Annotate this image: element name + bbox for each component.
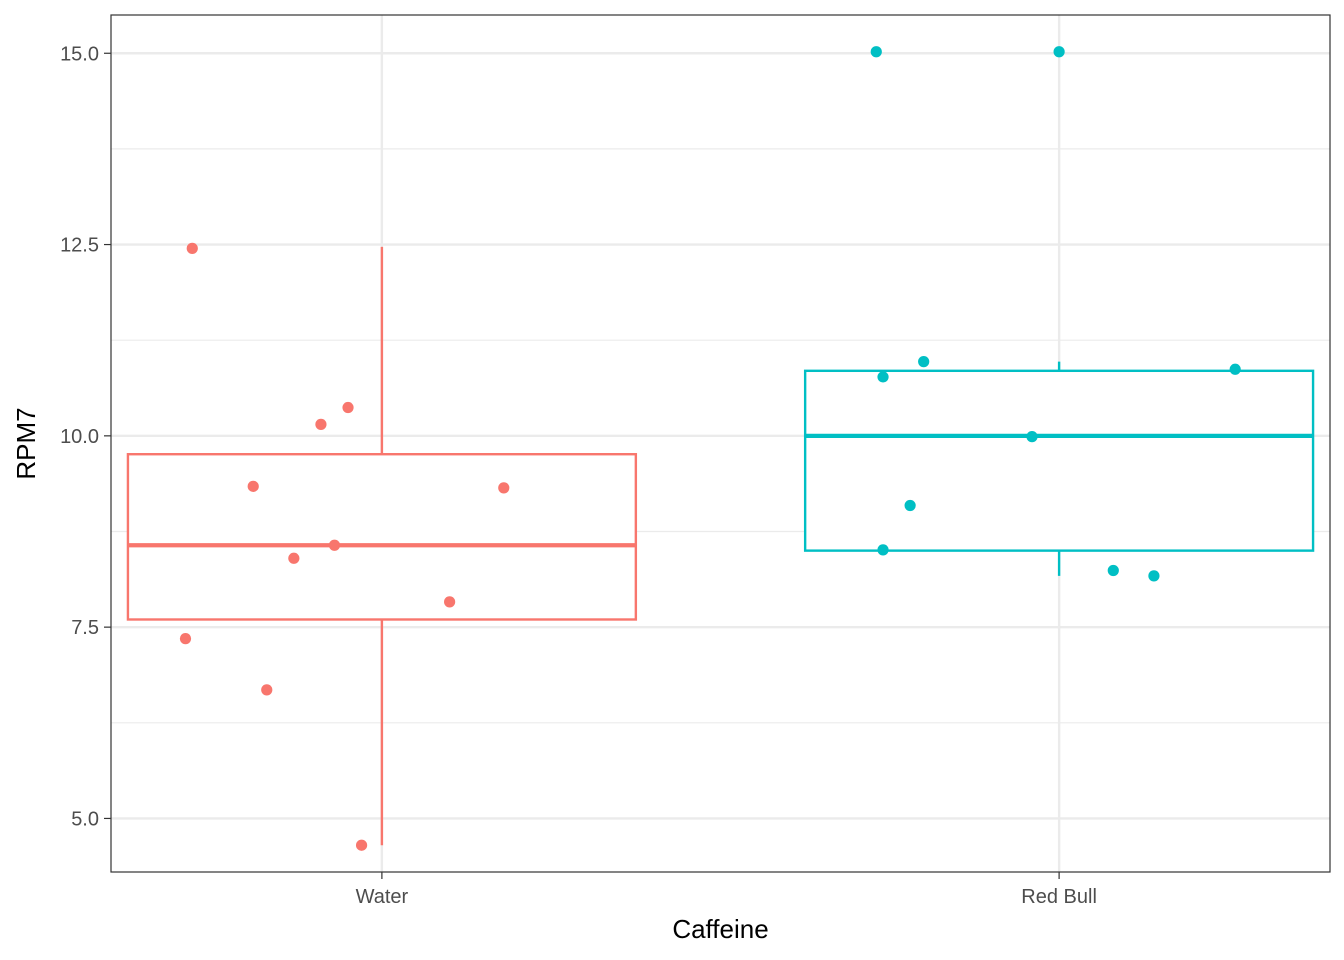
data-point xyxy=(328,539,341,551)
data-point xyxy=(261,684,273,696)
y-tick-label: 5.0 xyxy=(71,808,99,830)
data-point xyxy=(877,544,889,556)
x-axis-title: Caffeine xyxy=(672,914,768,944)
y-tick-label: 10.0 xyxy=(60,426,99,448)
data-point xyxy=(315,418,327,430)
iqr-box xyxy=(803,369,1315,552)
x-tick-label: Water xyxy=(356,886,409,908)
panel-border xyxy=(110,14,1331,873)
data-point xyxy=(186,242,198,254)
iqr-box xyxy=(126,453,638,621)
data-point xyxy=(904,499,916,512)
data-point xyxy=(877,371,889,383)
x-axis: Water Red Bull xyxy=(356,872,1097,908)
y-tick-label: 7.5 xyxy=(71,617,99,639)
data-point xyxy=(1026,431,1038,443)
y-tick-label: 15.0 xyxy=(60,43,99,65)
data-point xyxy=(1053,46,1065,58)
data-point xyxy=(247,480,259,492)
y-axis-title: RPM7 xyxy=(11,407,41,479)
y-axis: 5.0 7.5 10.0 12.5 15.0 xyxy=(60,43,111,830)
data-point xyxy=(444,596,456,608)
data-point xyxy=(918,356,930,368)
data-point xyxy=(498,482,510,494)
box-water xyxy=(126,246,638,846)
data-point xyxy=(1107,564,1119,577)
data-point xyxy=(1229,363,1241,375)
data-point xyxy=(1148,570,1160,582)
y-tick-label: 12.5 xyxy=(60,235,99,257)
data-point xyxy=(342,401,354,414)
box-layer xyxy=(126,246,1315,846)
data-point xyxy=(179,633,192,645)
x-tick-label: Red Bull xyxy=(1021,886,1097,908)
point-layer xyxy=(179,46,1241,851)
data-point xyxy=(870,46,882,58)
data-point xyxy=(288,552,300,564)
data-point xyxy=(355,839,368,851)
box-red-bull xyxy=(803,361,1315,576)
